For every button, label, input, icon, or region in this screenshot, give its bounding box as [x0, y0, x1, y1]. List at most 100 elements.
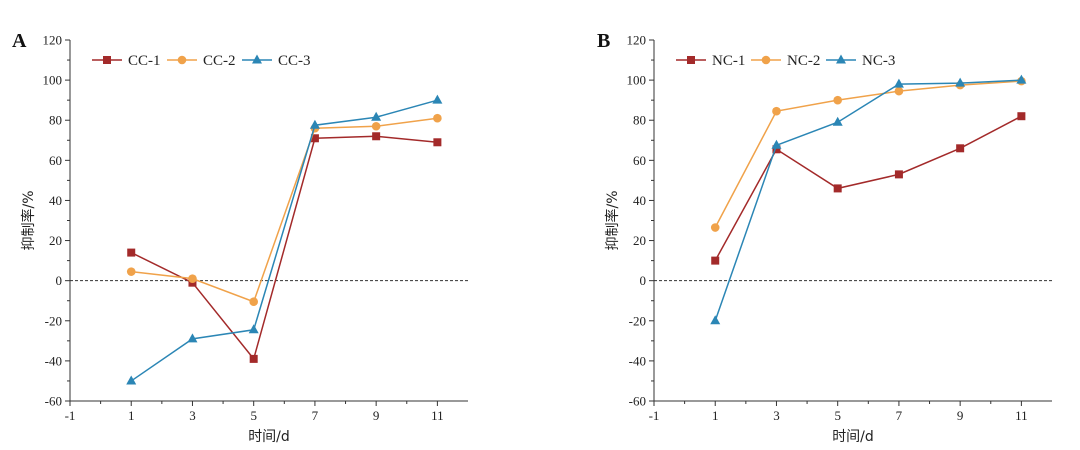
y-tick-label: 40	[49, 193, 62, 208]
legend-label: NC-1	[712, 53, 745, 69]
data-point	[310, 134, 319, 143]
data-point	[832, 116, 843, 126]
data-point	[433, 113, 442, 123]
data-point	[372, 132, 381, 141]
data-point	[833, 184, 842, 193]
y-tick-label: 80	[49, 113, 62, 128]
series-line	[130, 135, 438, 361]
legend-item-cc-1: CC-1	[92, 53, 161, 69]
legend-marker	[177, 55, 187, 65]
x-axis-title: 时间/d	[248, 429, 290, 445]
y-tick-label: 120	[43, 33, 63, 48]
data-point	[126, 267, 136, 276]
y-tick-label: 120	[627, 33, 647, 48]
series-nc-3	[710, 74, 1027, 325]
data-point	[309, 119, 320, 129]
x-tick-label: 7	[896, 408, 903, 423]
y-tick-label: 60	[49, 153, 62, 168]
legend-label: CC-1	[128, 53, 161, 69]
y-tick-label: -20	[629, 313, 646, 328]
y-tick-label: 100	[43, 73, 63, 88]
x-axis-title: 时间/d	[832, 429, 874, 445]
x-tick-label: 1	[712, 408, 719, 423]
series-nc-2	[710, 76, 1026, 232]
data-point	[433, 138, 442, 147]
x-tick-label: -1	[649, 408, 660, 423]
legend-marker	[103, 56, 111, 64]
data-point	[833, 95, 842, 105]
data-point	[1017, 112, 1026, 121]
legend-item-cc-2: CC-2	[167, 53, 236, 69]
data-point	[126, 375, 137, 385]
y-tick-label: 80	[633, 113, 646, 128]
data-point	[432, 94, 443, 104]
y-tick-label: 20	[49, 233, 62, 248]
x-tick-label: 5	[834, 408, 841, 423]
legend-item-nc-1: NC-1	[676, 53, 745, 69]
data-point	[893, 78, 904, 88]
panel-label: B	[597, 30, 610, 52]
x-tick-label: -1	[65, 408, 76, 423]
data-point	[894, 86, 904, 96]
data-point	[710, 223, 720, 232]
y-tick-label: -20	[45, 313, 62, 328]
data-point	[772, 106, 781, 116]
legend-item-nc-2: NC-2	[751, 53, 820, 69]
x-tick-label: 1	[128, 408, 135, 423]
series-line	[714, 115, 1022, 261]
legend-label: CC-2	[203, 53, 236, 69]
data-point	[249, 297, 258, 307]
y-tick-label: -60	[629, 394, 646, 409]
legend: NC-1 NC-2 NC-3	[676, 53, 895, 69]
y-tick-label: 0	[56, 273, 63, 288]
data-point	[955, 77, 966, 87]
x-tick-label: 9	[373, 408, 380, 423]
x-tick-label: 5	[250, 408, 257, 423]
x-tick-label: 11	[431, 408, 444, 423]
legend-label: NC-2	[787, 53, 820, 69]
data-point	[711, 256, 720, 265]
x-tick-label: 3	[773, 408, 780, 423]
data-point	[710, 315, 721, 325]
data-point	[187, 333, 198, 343]
data-point	[894, 170, 903, 179]
data-point	[956, 144, 965, 153]
y-axis-title: 抑制率/%	[604, 190, 621, 250]
legend-item-cc-3: CC-3	[242, 53, 311, 69]
legend-item-nc-3: NC-3	[826, 53, 895, 69]
legend-label: NC-3	[862, 53, 895, 69]
chart-panel-b: B -60 -40 -20 0 20 40 60 80 100 120 -1 1 3 5 7 9 11 时间/d 抑制…	[597, 30, 1052, 445]
y-tick-label: 100	[627, 73, 647, 88]
legend-marker	[687, 56, 695, 64]
x-tick-label: 7	[312, 408, 319, 423]
data-point	[248, 324, 259, 334]
series-line	[131, 117, 438, 303]
legend-marker	[836, 54, 846, 64]
legend-label: CC-3	[278, 53, 311, 69]
y-tick-label: -40	[629, 353, 646, 368]
data-point	[371, 121, 381, 131]
data-point	[771, 139, 782, 149]
y-tick-label: 60	[633, 153, 646, 168]
data-point	[371, 111, 382, 121]
legend-marker	[761, 55, 771, 65]
series-line	[130, 99, 438, 382]
chart-panel-a: A -60 -40 -20 0 20 40 60 80 100 120 -1 1 3 5 7 9 11 时间/d 抑制…	[12, 30, 468, 445]
series-line	[714, 79, 1022, 322]
data-point	[1016, 74, 1027, 84]
data-point	[127, 248, 136, 257]
x-tick-label: 3	[189, 408, 196, 423]
series-cc-1	[127, 132, 442, 363]
y-tick-label: 40	[633, 193, 646, 208]
legend-marker	[252, 54, 262, 64]
data-point	[188, 274, 197, 283]
y-axis-title: 抑制率/%	[20, 190, 37, 250]
series-nc-1	[711, 112, 1026, 265]
x-tick-label: 11	[1015, 408, 1028, 423]
y-tick-label: 0	[640, 273, 647, 288]
series-cc-3	[126, 94, 443, 385]
data-point	[772, 145, 781, 154]
series-cc-2	[126, 113, 442, 307]
